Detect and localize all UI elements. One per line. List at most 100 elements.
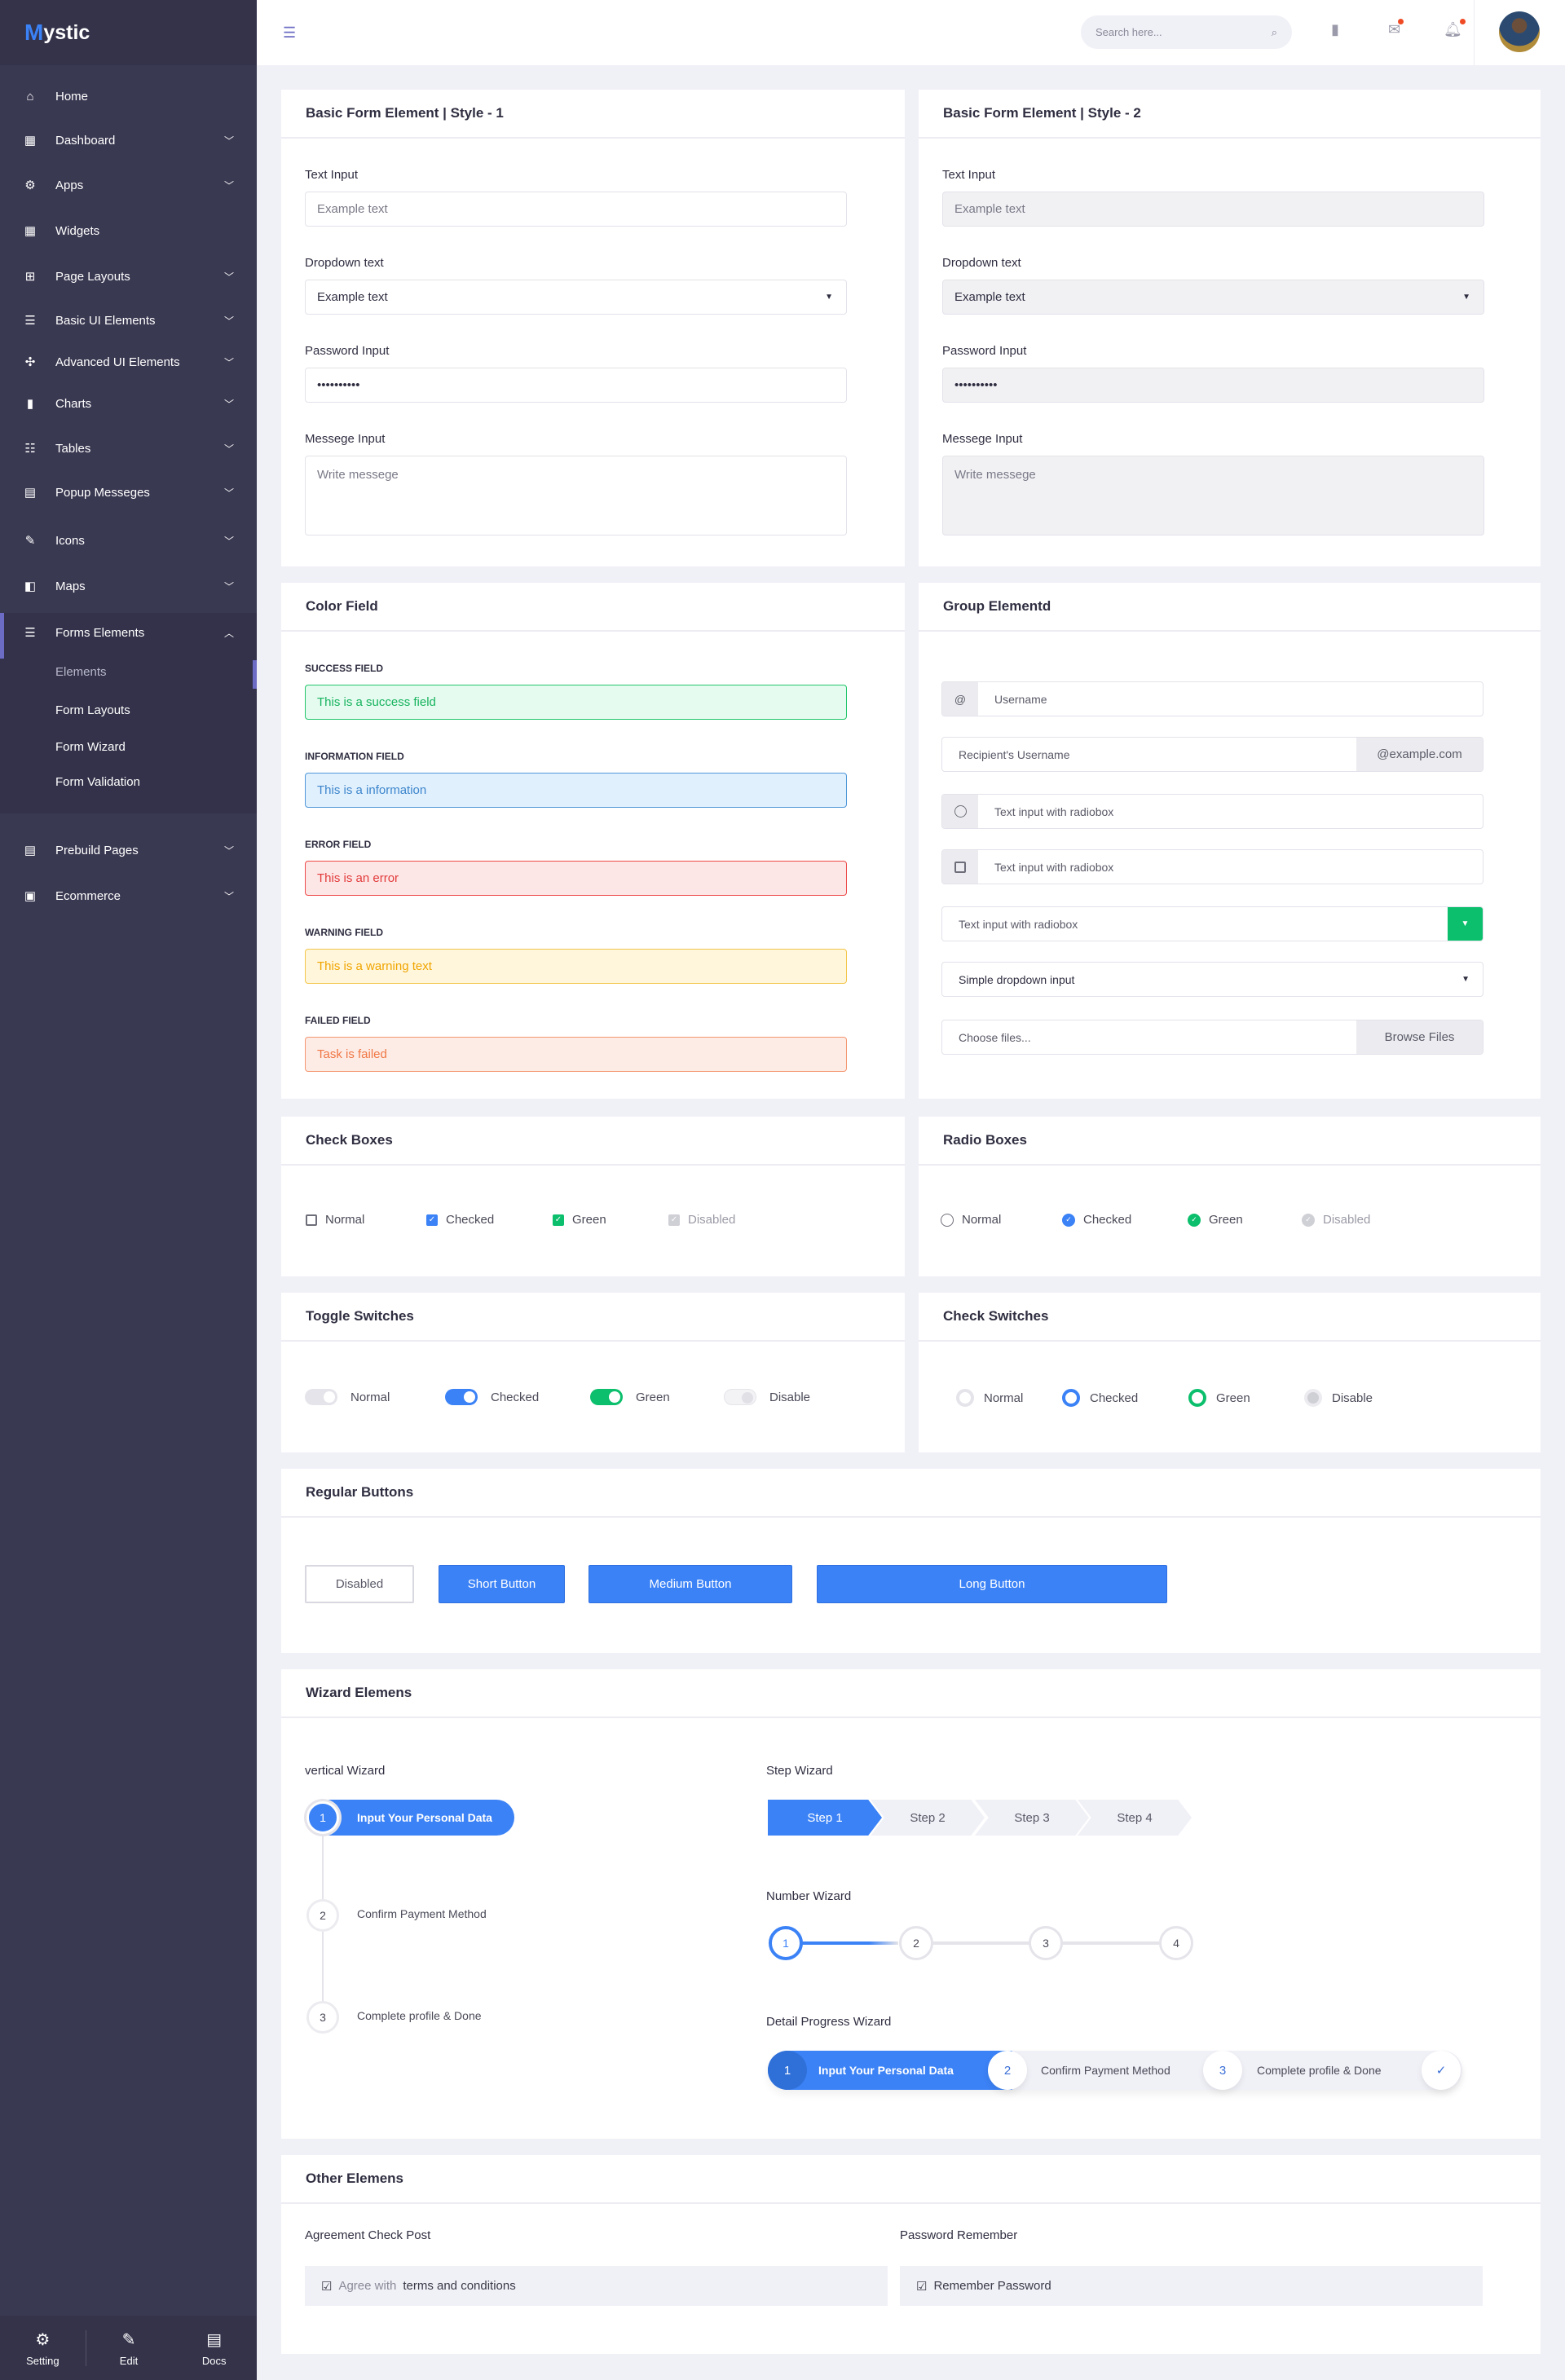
number-step-4[interactable]: 4: [1159, 1926, 1193, 1960]
setting-button[interactable]: ⚙ Setting: [0, 2316, 86, 2380]
success-field[interactable]: This is a success field: [305, 685, 847, 720]
check-switch[interactable]: [1188, 1389, 1206, 1407]
sidebar-item-apps[interactable]: ⚙ Apps ﹀: [0, 169, 257, 201]
bar-chart-icon[interactable]: ▮: [1331, 21, 1339, 37]
number-step-2[interactable]: 2: [899, 1926, 933, 1960]
avatar[interactable]: [1499, 11, 1540, 52]
check-switch[interactable]: [1062, 1389, 1080, 1407]
checkbox-addon[interactable]: [942, 850, 978, 884]
detail-step-1[interactable]: Input Your Personal Data: [818, 2064, 954, 2077]
check-switch-checked[interactable]: Checked: [1062, 1389, 1138, 1407]
sidebar-subitem-form-layouts[interactable]: Form Layouts: [55, 703, 130, 717]
step-3[interactable]: Step 3: [975, 1800, 1089, 1836]
search-input[interactable]: Search here... ⌕: [1081, 15, 1292, 49]
file-input-group[interactable]: Choose files... Browse Files: [941, 1020, 1483, 1055]
text-input[interactable]: Example text: [305, 192, 847, 227]
toggle-green[interactable]: Green: [590, 1389, 670, 1405]
simple-dropdown[interactable]: Simple dropdown input ▼: [941, 962, 1483, 997]
radio-normal[interactable]: Normal: [941, 1213, 1001, 1227]
radio-green[interactable]: ✓ Green: [1188, 1213, 1243, 1227]
message-textarea[interactable]: Write messege: [942, 456, 1484, 536]
sidebar-item-maps[interactable]: ◧ Maps ﹀: [0, 570, 257, 602]
message-textarea[interactable]: Write messege: [305, 456, 847, 536]
sidebar-item-prebuild-pages[interactable]: ▤ Prebuild Pages ﹀: [0, 834, 257, 866]
menu-toggle-icon[interactable]: ☰: [283, 24, 297, 41]
dropdown-select[interactable]: Example text ▼: [305, 280, 847, 315]
sidebar-item-advanced-ui-elements[interactable]: ✣ Advanced UI Elements ﹀: [0, 346, 257, 378]
bell-icon[interactable]: 🔔︎: [1444, 19, 1466, 38]
password-input[interactable]: ••••••••••: [305, 368, 847, 403]
toggle-normal[interactable]: Normal: [305, 1389, 390, 1405]
dropdown-select[interactable]: Example text ▼: [942, 280, 1484, 315]
sidebar-item-tables[interactable]: ☷ Tables ﹀: [0, 432, 257, 465]
warning-field[interactable]: This is a warning text: [305, 949, 847, 984]
step-2[interactable]: Step 2: [871, 1800, 985, 1836]
vertical-step-number[interactable]: 2: [306, 1899, 339, 1932]
detail-step-3[interactable]: Complete profile & Done: [1257, 2064, 1382, 2077]
remember-password-checkbox[interactable]: ☑ Remember Password: [900, 2266, 1483, 2306]
long-button[interactable]: Long Button: [817, 1565, 1167, 1603]
short-button[interactable]: Short Button: [439, 1565, 565, 1603]
check-switch-green[interactable]: Green: [1188, 1389, 1250, 1407]
recipient-input-group[interactable]: Recipient's Username @example.com: [941, 737, 1483, 772]
check-switch[interactable]: [956, 1389, 974, 1407]
sidebar-item-basic-ui-elements[interactable]: ☰ Basic UI Elements ﹀: [0, 304, 257, 337]
vertical-step-3[interactable]: Complete profile & Done: [357, 2009, 482, 2022]
sidebar-item-dashboard[interactable]: ▦ Dashboard ﹀: [0, 124, 257, 156]
checkbox-green[interactable]: ✓ Green: [553, 1213, 606, 1227]
medium-button[interactable]: Medium Button: [589, 1565, 792, 1603]
radio-input-group[interactable]: Text input with radiobox: [941, 794, 1483, 829]
sidebar-item-popup-messeges[interactable]: ▤ Popup Messeges ﹀: [0, 476, 257, 509]
detail-step-2[interactable]: Confirm Payment Method: [1041, 2064, 1170, 2077]
mail-icon[interactable]: ✉: [1388, 19, 1404, 38]
radio-addon[interactable]: [942, 795, 978, 828]
checkbox-input-group[interactable]: Text input with radiobox: [941, 849, 1483, 884]
information-field[interactable]: This is a information: [305, 773, 847, 808]
detail-step-number[interactable]: 1: [768, 2051, 807, 2090]
failed-field[interactable]: Task is failed: [305, 1037, 847, 1072]
username-input-group[interactable]: @ Username: [941, 681, 1483, 716]
check-switch-normal[interactable]: Normal: [956, 1389, 1023, 1407]
sidebar-item-home[interactable]: ⌂ Home: [0, 80, 257, 112]
number-step-3[interactable]: 3: [1029, 1926, 1063, 1960]
sidebar-subitem-form-wizard[interactable]: Form Wizard: [55, 739, 126, 754]
edit-button[interactable]: ✎ Edit: [86, 2316, 172, 2380]
toggle-switch[interactable]: [590, 1389, 623, 1405]
step-4[interactable]: Step 4: [1078, 1800, 1192, 1836]
toggle-switch[interactable]: [305, 1389, 337, 1405]
checkbox-normal[interactable]: Normal: [306, 1213, 364, 1227]
text-input[interactable]: Example text: [942, 192, 1484, 227]
terms-link[interactable]: terms and conditions: [403, 2279, 516, 2293]
card-title: Radio Boxes: [919, 1117, 1541, 1166]
vertical-step-2[interactable]: Confirm Payment Method: [357, 1907, 487, 1920]
dropdown-input-group[interactable]: Text input with radiobox ▼: [941, 906, 1483, 941]
sidebar-item-icons[interactable]: ✎ Icons ﹀: [0, 524, 257, 557]
vertical-step-1[interactable]: Input Your Personal Data: [305, 1800, 514, 1836]
sidebar-item-ecommerce[interactable]: ▣ Ecommerce ﹀: [0, 879, 257, 912]
checkbox-checked[interactable]: ✓ Checked: [426, 1213, 494, 1227]
detail-step-number[interactable]: 2: [988, 2051, 1027, 2090]
sidebar-item-label: Tables: [55, 441, 91, 456]
agreement-checkbox[interactable]: ☑ Agree with terms and conditions: [305, 2266, 888, 2306]
password-input[interactable]: ••••••••••: [942, 368, 1484, 403]
toggle-switch[interactable]: [445, 1389, 478, 1405]
sidebar-subitem-elements[interactable]: Elements: [55, 664, 107, 679]
error-field[interactable]: This is an error: [305, 861, 847, 896]
sidebar-subitem-form-validation[interactable]: Form Validation: [55, 774, 140, 789]
check-circle-icon[interactable]: ✓: [1422, 2051, 1461, 2090]
toggle-checked[interactable]: Checked: [445, 1389, 539, 1405]
vertical-step-number[interactable]: 3: [306, 2001, 339, 2034]
step-1[interactable]: Step 1: [768, 1800, 882, 1836]
sidebar-item-forms-elements[interactable]: ☰ Forms Elements ︿: [0, 616, 257, 649]
sidebar-item-widgets[interactable]: ▦ Widgets: [0, 214, 257, 247]
sidebar-item-charts[interactable]: ▮ Charts ﹀: [0, 387, 257, 420]
browse-files-button[interactable]: Browse Files: [1356, 1020, 1483, 1054]
docs-button[interactable]: ▤ Docs: [171, 2316, 257, 2380]
sidebar-item-page-layouts[interactable]: ⊞ Page Layouts ﹀: [0, 260, 257, 293]
detail-step-number[interactable]: 3: [1203, 2051, 1242, 2090]
radio-checked[interactable]: ✓ Checked: [1062, 1213, 1131, 1227]
search-icon[interactable]: ⌕: [1271, 25, 1277, 38]
number-step-1[interactable]: 1: [769, 1926, 803, 1960]
dropdown-button[interactable]: ▼: [1448, 907, 1483, 941]
